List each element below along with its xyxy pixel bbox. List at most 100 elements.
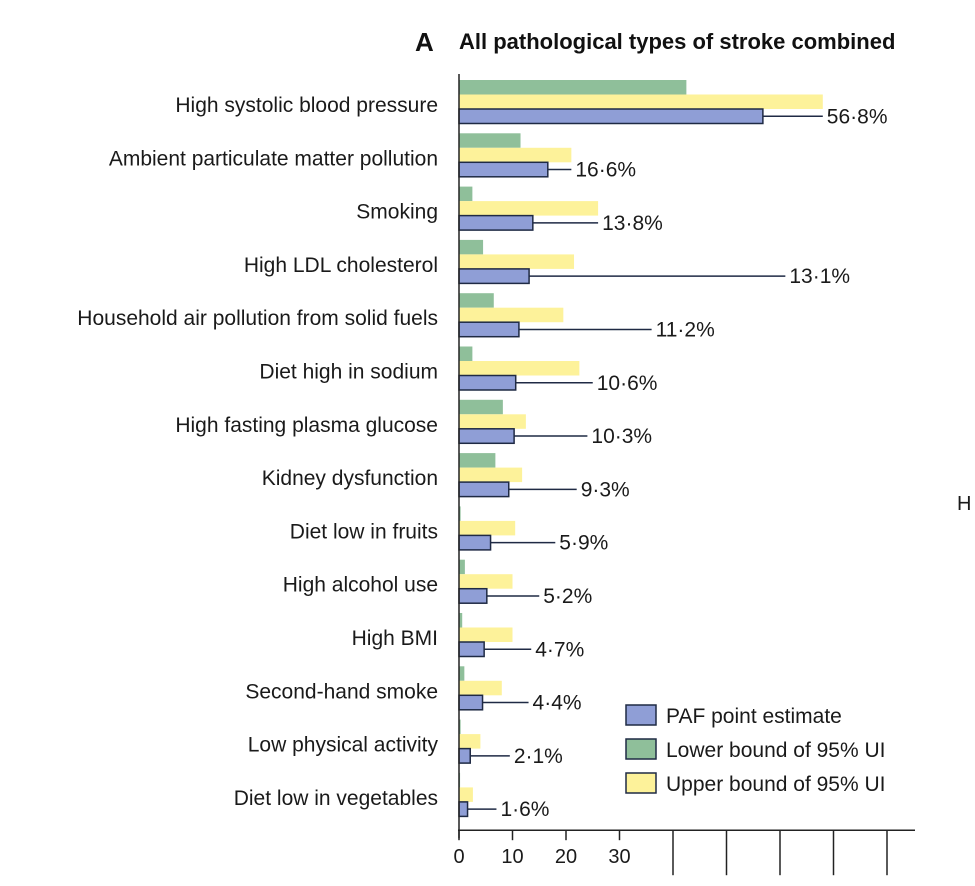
value-label: 56·8% bbox=[827, 105, 888, 128]
category-row: Second-hand smoke 4·4% bbox=[245, 666, 582, 715]
chart-title: All pathological types of stroke combine… bbox=[459, 29, 895, 54]
x-tick-label: 20 bbox=[555, 846, 577, 868]
category-label: Household air pollution from solid fuels bbox=[77, 307, 438, 330]
x-tick-label: 30 bbox=[608, 846, 630, 868]
value-label: 1·6% bbox=[500, 798, 549, 821]
bar-paf-estimate bbox=[458, 214, 534, 231]
x-tick-label: 10 bbox=[501, 846, 523, 868]
value-label: 5·9% bbox=[559, 532, 608, 555]
category-label: High systolic blood pressure bbox=[175, 94, 438, 117]
category-row: Smoking 13·8% bbox=[356, 186, 663, 235]
value-label: 5·2% bbox=[543, 585, 592, 608]
category-row: High alcohol use 5·2% bbox=[283, 559, 592, 608]
bar-paf-estimate bbox=[458, 161, 549, 178]
legend-swatch bbox=[625, 772, 657, 794]
axes: 0 10 20 30 bbox=[453, 74, 915, 876]
category-row: High LDL cholesterol 13·1% bbox=[244, 239, 850, 288]
bar-upper-bound bbox=[459, 414, 526, 429]
category-row: High BMI 4·7% bbox=[352, 613, 584, 661]
category-label: Diet low in fruits bbox=[290, 520, 438, 543]
x-tick-label: 0 bbox=[453, 846, 464, 868]
bar-upper-bound bbox=[459, 627, 513, 642]
category-row: High systolic blood pressure 56·8% bbox=[175, 80, 888, 128]
value-label: 10·3% bbox=[591, 425, 652, 448]
category-row: Diet high in sodium 10·6% bbox=[259, 346, 658, 395]
legend-swatch bbox=[625, 704, 657, 726]
value-label: 10·6% bbox=[597, 372, 658, 395]
bar-lower-bound bbox=[459, 133, 521, 148]
category-label: High alcohol use bbox=[283, 574, 438, 597]
category-label: Ambient particulate matter pollution bbox=[109, 147, 438, 170]
bar-lower-bound bbox=[459, 399, 503, 415]
bar-upper-bound bbox=[459, 147, 572, 163]
bar-lower-bound bbox=[459, 719, 461, 735]
bar-lower-bound bbox=[459, 666, 465, 681]
value-label: 2·1% bbox=[514, 745, 563, 768]
category-row: High fasting plasma glucose 10·3% bbox=[175, 399, 652, 448]
bar-upper-bound bbox=[459, 201, 599, 216]
category-label: High BMI bbox=[352, 627, 438, 650]
legend-item: Lower bound of 95% UI bbox=[625, 738, 885, 762]
bar-upper-bound bbox=[459, 467, 523, 483]
bar-paf-estimate bbox=[458, 268, 530, 285]
category-row: Kidney dysfunction 9·3% bbox=[262, 453, 630, 501]
bar-upper-bound bbox=[459, 94, 823, 109]
bar-upper-bound bbox=[459, 520, 516, 536]
category-label: Diet high in sodium bbox=[259, 361, 438, 384]
legend-label: Upper bound of 95% UI bbox=[666, 773, 885, 796]
category-row: Diet low in vegetables 1·6% bbox=[234, 772, 549, 821]
bar-lower-bound bbox=[459, 346, 473, 361]
bar-paf-estimate bbox=[458, 374, 517, 391]
bar-paf-estimate bbox=[458, 108, 764, 125]
legend-item: Upper bound of 95% UI bbox=[625, 772, 885, 796]
bar-lower-bound bbox=[459, 186, 473, 202]
bar-lower-bound bbox=[459, 506, 461, 521]
value-label: 11·2% bbox=[656, 318, 715, 341]
category-row: Ambient particulate matter pollution 16·6… bbox=[109, 133, 636, 182]
category-label: Kidney dysfunction bbox=[262, 467, 438, 490]
category-label: Diet low in vegetables bbox=[234, 787, 438, 810]
panel-letter: A bbox=[415, 27, 434, 57]
category-label: High LDL cholesterol bbox=[244, 254, 438, 277]
value-label: 9·3% bbox=[581, 478, 630, 501]
bar-lower-bound bbox=[459, 559, 465, 575]
bar-upper-bound bbox=[459, 361, 580, 376]
bar-upper-bound bbox=[459, 680, 502, 696]
bar-lower-bound bbox=[459, 293, 494, 308]
bar-paf-estimate bbox=[458, 321, 520, 338]
bar-paf-estimate bbox=[458, 481, 510, 498]
bar-upper-bound bbox=[459, 254, 575, 269]
bar-lower-bound bbox=[459, 453, 496, 468]
bar-lower-bound bbox=[459, 613, 463, 628]
bar-lower-bound bbox=[459, 80, 687, 95]
plot-area: High systolic blood pressure 56·8% Ambient… bbox=[77, 80, 888, 821]
category-label: High fasting plasma glucose bbox=[175, 414, 438, 437]
value-label: 13·8% bbox=[602, 212, 663, 235]
category-label: Low physical activity bbox=[248, 734, 439, 757]
value-label: 4·4% bbox=[533, 692, 582, 715]
bar-lower-bound bbox=[459, 239, 484, 255]
bar-paf-estimate bbox=[458, 428, 515, 445]
legend: PAF point estimate Lower bound of 95% UI U… bbox=[625, 704, 885, 796]
bar-paf-estimate bbox=[458, 534, 492, 551]
legend-swatch bbox=[625, 738, 657, 760]
bar-paf-estimate bbox=[458, 747, 471, 764]
category-row: Low physical activity 2·1% bbox=[248, 719, 563, 768]
bar-upper-bound bbox=[459, 734, 481, 749]
bar-paf-estimate bbox=[458, 801, 469, 818]
value-label: 13·1% bbox=[789, 265, 850, 288]
bar-paf-estimate bbox=[458, 587, 488, 604]
category-row: Diet low in fruits 5·9% bbox=[290, 506, 608, 555]
bar-upper-bound bbox=[459, 787, 473, 802]
bar-paf-estimate bbox=[458, 641, 485, 658]
bar-paf-estimate bbox=[458, 694, 484, 711]
value-label: 4·7% bbox=[535, 638, 584, 661]
legend-item: PAF point estimate bbox=[625, 704, 842, 728]
legend-label: PAF point estimate bbox=[666, 705, 842, 728]
bar-upper-bound bbox=[459, 307, 564, 323]
category-label: Smoking bbox=[356, 201, 438, 224]
value-label: 16·6% bbox=[575, 159, 636, 182]
legend-label: Lower bound of 95% UI bbox=[666, 739, 885, 762]
bar-upper-bound bbox=[459, 574, 513, 589]
